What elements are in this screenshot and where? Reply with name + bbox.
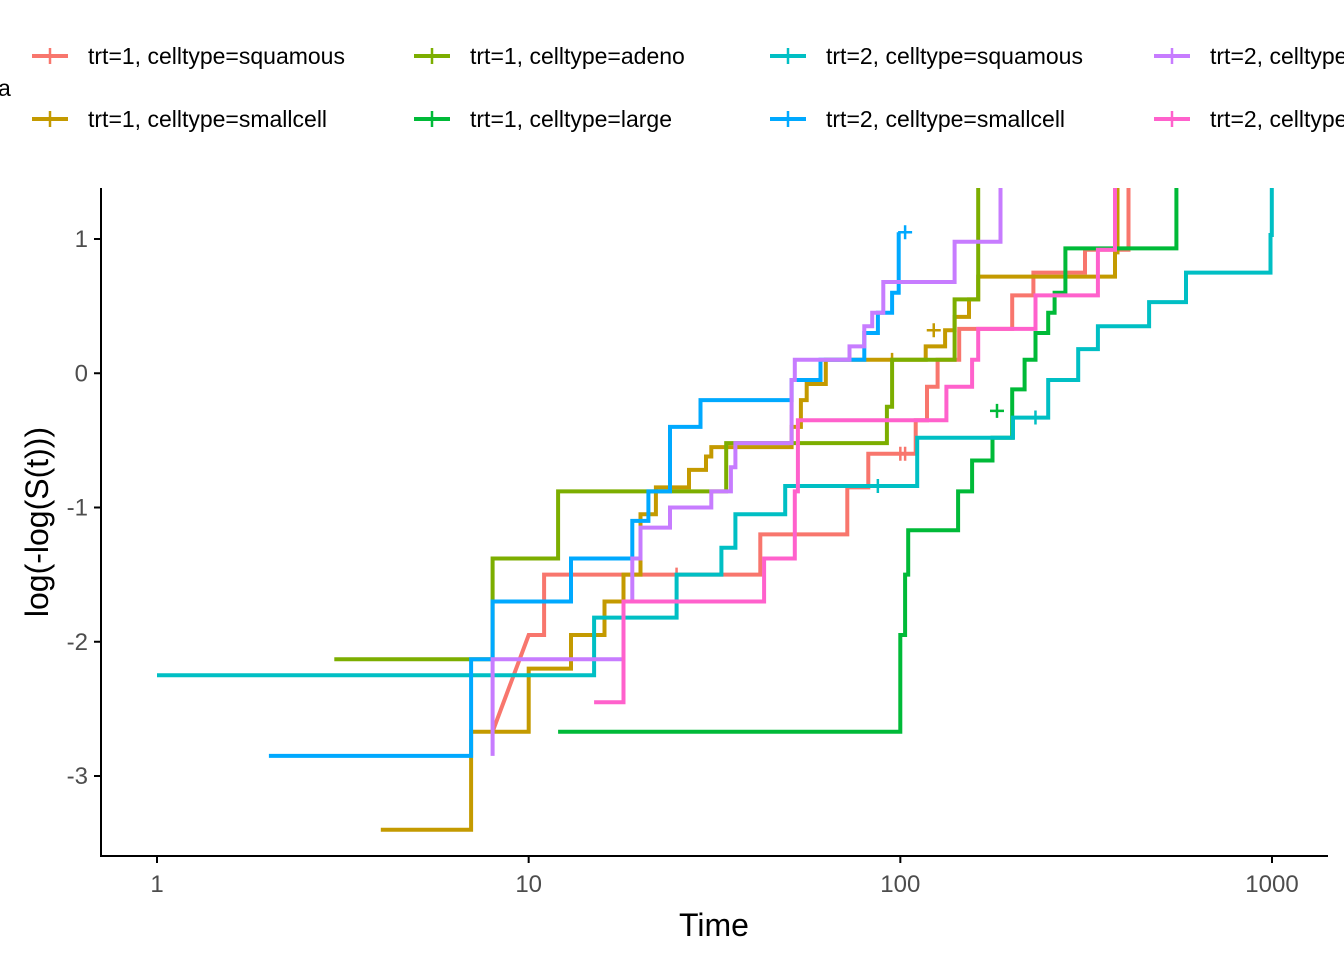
censor-mark — [898, 225, 913, 240]
legend-label: trt=1, celltype=large — [470, 106, 672, 132]
x-tick-label: 1000 — [1245, 871, 1298, 898]
x-tick-label: 100 — [880, 871, 920, 898]
series-7 — [594, 188, 1117, 705]
legend-label: trt=1, celltype=squamous — [88, 43, 345, 69]
series-line — [157, 188, 1274, 678]
legend-title: a — [0, 75, 11, 101]
legend-label: trt=1, celltype=smallcell — [88, 106, 327, 132]
series-4 — [157, 188, 1274, 678]
series-line — [490, 188, 1003, 756]
series-6 — [490, 188, 1003, 756]
series-layer — [157, 188, 1274, 832]
series-line — [334, 188, 981, 662]
censor-mark — [926, 323, 941, 338]
legend-item: trt=2, celltype=adeno — [1154, 43, 1344, 69]
censor-mark — [898, 446, 913, 461]
legend-label: trt=2, celltype=adeno — [1210, 43, 1344, 69]
legend-label: trt=1, celltype=adeno — [470, 43, 685, 69]
legend-item: trt=2, celltype=large — [1154, 106, 1344, 132]
y-axis-title: log(-log(S(t))) — [19, 427, 55, 617]
censor-mark — [989, 403, 1004, 418]
legend-label: trt=2, celltype=squamous — [826, 43, 1083, 69]
legend-label: trt=2, celltype=smallcell — [826, 106, 1065, 132]
x-tick-label: 10 — [515, 871, 542, 898]
legend-label: trt=2, celltype=large — [1210, 106, 1344, 132]
legend-item: trt=1, celltype=large — [414, 106, 672, 132]
series-line — [380, 188, 1120, 832]
legend-item: trt=1, celltype=adeno — [414, 43, 685, 69]
y-tick-label: 0 — [75, 360, 88, 387]
y-tick-label: -1 — [67, 495, 88, 522]
axes: 1 10 100 1000 -3 -2 -1 0 1 — [67, 188, 1328, 898]
series-line — [594, 188, 1117, 705]
legend-item: trt=2, celltype=smallcell — [770, 106, 1065, 132]
legend-item: trt=2, celltype=squamous — [770, 43, 1083, 69]
series-line — [490, 188, 1131, 733]
legend: a trt=1, celltype=squamous trt=1, celltyp… — [0, 43, 1344, 132]
y-tick-label: -3 — [67, 763, 88, 790]
censor-mark — [1028, 410, 1043, 425]
y-tick-label: -2 — [67, 629, 88, 656]
series-5 — [268, 225, 913, 758]
legend-item: trt=1, celltype=squamous — [32, 43, 345, 69]
legend-item: trt=1, celltype=smallcell — [32, 106, 327, 132]
x-axis-title: Time — [679, 907, 749, 943]
series-0 — [490, 188, 1131, 733]
censor-mark — [870, 479, 885, 494]
y-tick-label: 1 — [75, 226, 88, 253]
series-line — [268, 232, 901, 758]
series-2 — [334, 188, 981, 662]
x-tick-label: 1 — [150, 871, 163, 898]
